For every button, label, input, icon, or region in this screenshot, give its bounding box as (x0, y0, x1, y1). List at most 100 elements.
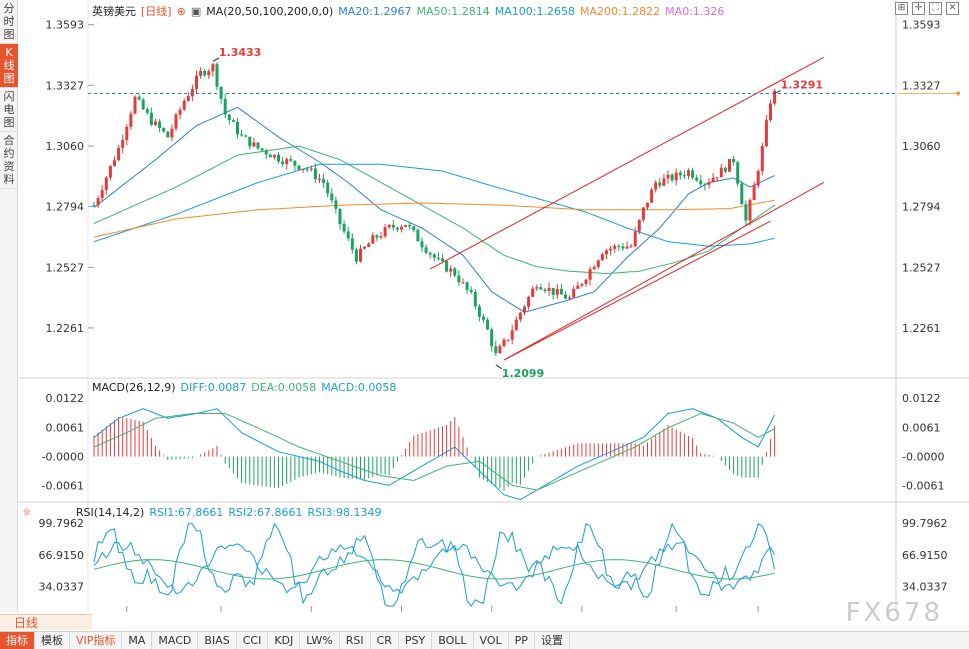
sun-icon[interactable]: ☼ (22, 506, 32, 519)
candle-body (162, 128, 166, 132)
chart-toolbar: ⊞ ✛ ⛶ ✕ (895, 2, 959, 15)
candle-body (277, 154, 280, 162)
close-icon[interactable]: ✕ (946, 2, 959, 15)
candle-body (703, 184, 707, 186)
candle-body (600, 254, 604, 261)
rsi2-line (93, 559, 775, 580)
candle-body (190, 88, 194, 97)
tab-indicators[interactable]: 指标 (0, 632, 35, 649)
candle-body (342, 224, 346, 232)
indicator-tabs: 指标 模板 VIP指标 MA MACD BIAS CCI KDJ LW% RSI… (0, 631, 969, 649)
tab-macd[interactable]: MACD (152, 632, 199, 649)
tab-rsi[interactable]: RSI (340, 632, 371, 649)
candle-body (363, 246, 367, 249)
tab-ma[interactable]: MA (122, 632, 153, 649)
candle-body (289, 159, 293, 161)
candle-body (264, 150, 268, 155)
candle-body (354, 249, 358, 262)
tab-time-sharing[interactable]: 分时图 (0, 0, 18, 44)
trend-line-lower (503, 182, 825, 361)
tab-settings[interactable]: 设置 (535, 632, 570, 649)
tab-vol[interactable]: VOL (474, 632, 509, 649)
candle-body (227, 114, 231, 121)
candle-body (121, 139, 125, 148)
period-selector[interactable]: 日线 (0, 614, 92, 630)
candle-body (268, 154, 272, 158)
candle-body (764, 120, 768, 146)
macd-tick-label-right: 0.0061 (902, 421, 941, 434)
candle-body (670, 174, 674, 181)
settings-icon[interactable]: ⊕ (176, 5, 186, 18)
panel-borders (18, 0, 969, 612)
ma-config-label: MA(20,50,100,200,0,0) (206, 5, 334, 18)
candle-body (182, 100, 186, 110)
macd-dea-value: DEA:0.0058 (251, 381, 317, 394)
candle-body (428, 252, 432, 255)
rsi-tick-label-left: 99.7962 (39, 517, 85, 530)
macd-value: MACD:0.0058 (321, 381, 397, 394)
candle-body (100, 190, 104, 199)
candle-body (756, 171, 760, 186)
candle-body (469, 289, 473, 293)
candle-body (338, 208, 342, 225)
left-vertical-tabs: 分时图 K线图 闪电图 合约资料 (0, 0, 18, 612)
candle-body (117, 147, 121, 161)
candle-body (736, 162, 740, 184)
candle-body (473, 292, 477, 307)
rsi-panel (93, 522, 776, 607)
candle-body (96, 198, 100, 206)
tab-template[interactable]: 模板 (35, 632, 70, 649)
tab-bias[interactable]: BIAS (198, 632, 237, 649)
candle-body (301, 169, 305, 171)
candle-body (518, 312, 522, 320)
tab-boll[interactable]: BOLL (432, 632, 474, 649)
candle-body (318, 179, 321, 181)
candle-body (174, 114, 178, 129)
candle-body (769, 103, 772, 121)
candle-body (605, 250, 608, 255)
candle-body (539, 287, 543, 290)
candle-body (637, 219, 641, 232)
macd-tick-label-right: 0.0122 (902, 392, 941, 405)
candle-body (326, 182, 330, 194)
candle-body (166, 131, 170, 138)
candle-body (514, 319, 518, 331)
crosshair-icon[interactable]: ✛ (912, 2, 925, 15)
tab-psy[interactable]: PSY (399, 632, 433, 649)
candle-body (535, 287, 539, 289)
macd-axis: 0.0122 0.0122 0.0061 0.0061 -0.0000 -0.0000 -0… (42, 392, 945, 493)
candle-body (707, 181, 711, 185)
tab-contract-info[interactable]: 合约资料 (0, 132, 18, 189)
price-tick-label-right: 1.2794 (902, 201, 941, 214)
candle-body (309, 168, 313, 170)
candle-body (293, 160, 297, 166)
rsi1-line (93, 540, 776, 594)
tab-kdj[interactable]: KDJ (268, 632, 301, 649)
candle-body (617, 245, 621, 247)
candle-body (498, 346, 502, 354)
tab-flash[interactable]: 闪电图 (0, 88, 18, 132)
candle-body (523, 306, 526, 313)
fullscreen-icon[interactable]: ⛶ (929, 2, 942, 15)
candle-body (609, 248, 613, 251)
expand-icon[interactable]: ⊞ (895, 2, 908, 15)
candle-body (346, 231, 350, 239)
tab-cci[interactable]: CCI (237, 632, 269, 649)
candle-body (646, 202, 649, 208)
period-label[interactable]: [日线] (141, 5, 172, 18)
tab-kline[interactable]: K线图 (0, 44, 18, 88)
tab-pp[interactable]: PP (509, 632, 535, 649)
price-tick-label-right: 1.2261 (902, 322, 941, 335)
macd-tick-label-left: 0.0122 (46, 392, 85, 405)
price-annotations: 1.3433 1.3291 1.2099 (212, 46, 823, 380)
tab-vip-indicators[interactable]: VIP指标 (70, 632, 123, 649)
candle-body (494, 346, 498, 354)
candle-body (748, 200, 752, 221)
tab-lw[interactable]: LW% (300, 632, 340, 649)
candle-body (625, 246, 629, 249)
candle-body (773, 90, 777, 104)
kline-chart[interactable]: 1.3593 1.3593 1.3327 1.3327 1.3060 1.3060 1.27… (18, 0, 969, 612)
tab-cr[interactable]: CR (371, 632, 399, 649)
moving-average-lines (93, 106, 775, 313)
candle-body (436, 257, 440, 259)
